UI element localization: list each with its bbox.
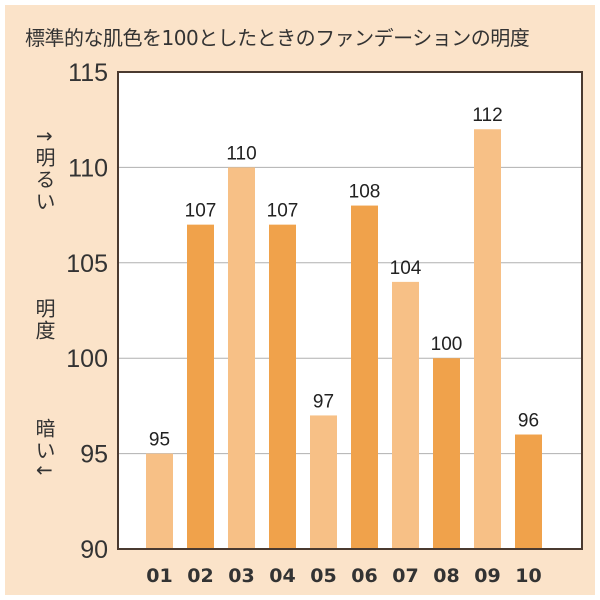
chart-title: 標準的な肌色を100としたときのファンデーションの明度 [25, 26, 530, 50]
data-label: 107 [267, 201, 299, 222]
ylabel-lightness: 明度 [32, 298, 56, 342]
data-label: 108 [349, 182, 381, 203]
bar [146, 453, 173, 549]
data-label: 96 [518, 411, 539, 432]
y-tick-label: 115 [68, 59, 108, 87]
bar [433, 358, 460, 549]
bar [310, 415, 337, 549]
y-tick-label: 105 [66, 250, 108, 278]
data-label: 110 [226, 143, 256, 164]
x-tick-label: 07 [392, 565, 418, 587]
bar [392, 281, 419, 549]
x-tick-label: 05 [310, 565, 336, 587]
data-label: 104 [390, 258, 422, 279]
x-tick-label: 09 [474, 565, 500, 587]
bar [515, 434, 542, 549]
ylabel-bright: ↑明るい [32, 128, 56, 213]
ylabel-dark: 暗い↓ [32, 418, 56, 481]
bar [228, 167, 255, 549]
y-tick-label: 90 [80, 536, 108, 564]
x-tick-label: 06 [351, 565, 377, 587]
x-tick-label: 08 [433, 565, 459, 587]
bar [474, 129, 501, 550]
data-label: 95 [149, 430, 170, 451]
data-label: 97 [313, 391, 334, 412]
bar [269, 224, 296, 549]
bar [351, 205, 378, 549]
data-label: 100 [431, 334, 463, 355]
y-tick-label: 110 [68, 154, 108, 182]
y-tick-label: 95 [80, 441, 108, 469]
data-label: 107 [185, 201, 217, 222]
x-tick-label: 03 [228, 565, 254, 587]
plot-border [117, 71, 583, 550]
data-label: 112 [472, 105, 502, 126]
bar [187, 224, 214, 549]
y-tick-label: 100 [66, 345, 108, 373]
x-tick-label: 04 [269, 565, 295, 587]
x-tick-label: 10 [515, 565, 541, 587]
x-tick-label: 01 [146, 565, 172, 587]
x-tick-label: 02 [187, 565, 213, 587]
